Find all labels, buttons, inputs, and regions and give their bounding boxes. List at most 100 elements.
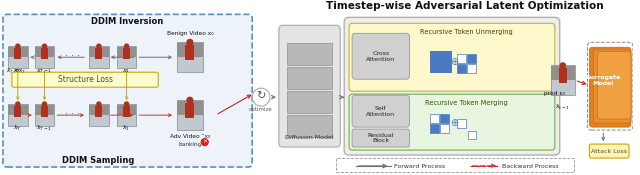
FancyBboxPatch shape bbox=[35, 46, 54, 68]
FancyBboxPatch shape bbox=[287, 67, 332, 89]
Text: Surrogate
Model: Surrogate Model bbox=[586, 75, 621, 86]
FancyBboxPatch shape bbox=[95, 48, 102, 60]
FancyBboxPatch shape bbox=[430, 114, 439, 123]
FancyBboxPatch shape bbox=[41, 106, 48, 117]
Circle shape bbox=[42, 101, 47, 107]
FancyBboxPatch shape bbox=[14, 48, 21, 60]
Text: Forward Process: Forward Process bbox=[394, 163, 445, 169]
FancyBboxPatch shape bbox=[589, 47, 631, 127]
FancyBboxPatch shape bbox=[287, 91, 332, 113]
FancyBboxPatch shape bbox=[597, 51, 631, 119]
Text: DDIM Inversion: DDIM Inversion bbox=[92, 17, 164, 26]
Text: Adv Video ˆx₀: Adv Video ˆx₀ bbox=[170, 134, 210, 139]
FancyBboxPatch shape bbox=[95, 106, 102, 117]
Circle shape bbox=[42, 43, 47, 49]
FancyBboxPatch shape bbox=[186, 45, 195, 60]
Text: ⊕: ⊕ bbox=[450, 57, 458, 67]
Text: Recursive Token Merging: Recursive Token Merging bbox=[426, 100, 508, 106]
FancyBboxPatch shape bbox=[430, 51, 452, 73]
FancyBboxPatch shape bbox=[352, 129, 410, 147]
FancyBboxPatch shape bbox=[457, 119, 466, 128]
FancyBboxPatch shape bbox=[3, 14, 252, 167]
FancyBboxPatch shape bbox=[457, 54, 466, 63]
Text: $\hat{x}_T$: $\hat{x}_T$ bbox=[13, 123, 22, 133]
FancyBboxPatch shape bbox=[349, 94, 555, 150]
FancyBboxPatch shape bbox=[440, 114, 449, 123]
Text: banking: banking bbox=[178, 142, 202, 147]
FancyBboxPatch shape bbox=[430, 124, 439, 133]
FancyBboxPatch shape bbox=[12, 72, 158, 87]
FancyBboxPatch shape bbox=[35, 105, 54, 115]
FancyBboxPatch shape bbox=[116, 46, 136, 68]
Text: Self
Attention: Self Attention bbox=[366, 106, 396, 117]
FancyBboxPatch shape bbox=[177, 100, 203, 130]
FancyBboxPatch shape bbox=[177, 43, 203, 57]
Text: DDIM Sampling: DDIM Sampling bbox=[61, 156, 134, 164]
Text: $\hat{x}_T = x_T$: $\hat{x}_T = x_T$ bbox=[6, 66, 26, 76]
Circle shape bbox=[200, 138, 209, 146]
Circle shape bbox=[124, 101, 129, 107]
FancyBboxPatch shape bbox=[440, 124, 449, 133]
FancyBboxPatch shape bbox=[349, 23, 555, 91]
Circle shape bbox=[96, 43, 102, 49]
Text: ↻: ↻ bbox=[257, 91, 266, 101]
Circle shape bbox=[15, 101, 20, 107]
Text: · · ·: · · · bbox=[65, 51, 80, 61]
Circle shape bbox=[186, 97, 193, 104]
Text: Benign Video x₀: Benign Video x₀ bbox=[166, 31, 213, 36]
FancyBboxPatch shape bbox=[344, 17, 560, 155]
FancyBboxPatch shape bbox=[589, 144, 629, 158]
FancyBboxPatch shape bbox=[89, 47, 109, 57]
FancyBboxPatch shape bbox=[467, 54, 476, 63]
FancyBboxPatch shape bbox=[89, 105, 109, 115]
FancyBboxPatch shape bbox=[287, 43, 332, 65]
Text: $\hat{x}_1$: $\hat{x}_1$ bbox=[122, 123, 131, 133]
FancyBboxPatch shape bbox=[287, 115, 332, 137]
Text: ⊕: ⊕ bbox=[450, 118, 458, 128]
Text: pred ε₀: pred ε₀ bbox=[545, 91, 565, 96]
FancyBboxPatch shape bbox=[35, 104, 54, 126]
Text: $\hat{x}_{t-1}$: $\hat{x}_{t-1}$ bbox=[555, 102, 570, 112]
FancyBboxPatch shape bbox=[593, 49, 631, 123]
Circle shape bbox=[96, 101, 102, 107]
FancyBboxPatch shape bbox=[177, 101, 203, 115]
Text: Structure Loss: Structure Loss bbox=[58, 75, 113, 84]
FancyBboxPatch shape bbox=[177, 42, 203, 72]
Circle shape bbox=[186, 39, 193, 46]
Text: Diffusion Model: Diffusion Model bbox=[285, 135, 334, 140]
FancyBboxPatch shape bbox=[8, 47, 28, 57]
Text: $x_1$: $x_1$ bbox=[122, 67, 131, 75]
Text: Cross
Attention: Cross Attention bbox=[366, 51, 396, 62]
FancyBboxPatch shape bbox=[352, 33, 410, 79]
Text: $\hat{x}_{T-1}$: $\hat{x}_{T-1}$ bbox=[36, 123, 52, 133]
FancyBboxPatch shape bbox=[352, 95, 410, 127]
FancyBboxPatch shape bbox=[457, 64, 466, 73]
FancyBboxPatch shape bbox=[468, 131, 476, 139]
Circle shape bbox=[559, 62, 566, 69]
Text: Timestep-wise Adversarial Latent Optimization: Timestep-wise Adversarial Latent Optimiz… bbox=[326, 1, 604, 11]
FancyBboxPatch shape bbox=[123, 48, 130, 60]
Text: optimize: optimize bbox=[249, 107, 273, 112]
Text: Attack Loss: Attack Loss bbox=[591, 149, 627, 153]
Text: Recursive Token Unmerging: Recursive Token Unmerging bbox=[420, 29, 513, 35]
FancyBboxPatch shape bbox=[14, 106, 21, 117]
Text: ✕: ✕ bbox=[202, 140, 207, 145]
Text: $x_{T-1}$: $x_{T-1}$ bbox=[36, 67, 52, 75]
FancyBboxPatch shape bbox=[559, 68, 567, 83]
FancyBboxPatch shape bbox=[8, 104, 28, 126]
FancyBboxPatch shape bbox=[186, 103, 195, 118]
Text: Residual
Block: Residual Block bbox=[367, 133, 394, 144]
FancyBboxPatch shape bbox=[467, 64, 476, 73]
FancyBboxPatch shape bbox=[116, 47, 136, 57]
FancyBboxPatch shape bbox=[41, 48, 48, 60]
FancyBboxPatch shape bbox=[8, 105, 28, 115]
FancyBboxPatch shape bbox=[35, 47, 54, 57]
FancyBboxPatch shape bbox=[123, 106, 130, 117]
Circle shape bbox=[124, 43, 129, 49]
Text: Backward Process: Backward Process bbox=[502, 163, 559, 169]
FancyBboxPatch shape bbox=[89, 46, 109, 68]
Text: · · ·: · · · bbox=[65, 109, 80, 119]
Circle shape bbox=[15, 43, 20, 49]
FancyBboxPatch shape bbox=[116, 104, 136, 126]
Circle shape bbox=[252, 88, 270, 106]
